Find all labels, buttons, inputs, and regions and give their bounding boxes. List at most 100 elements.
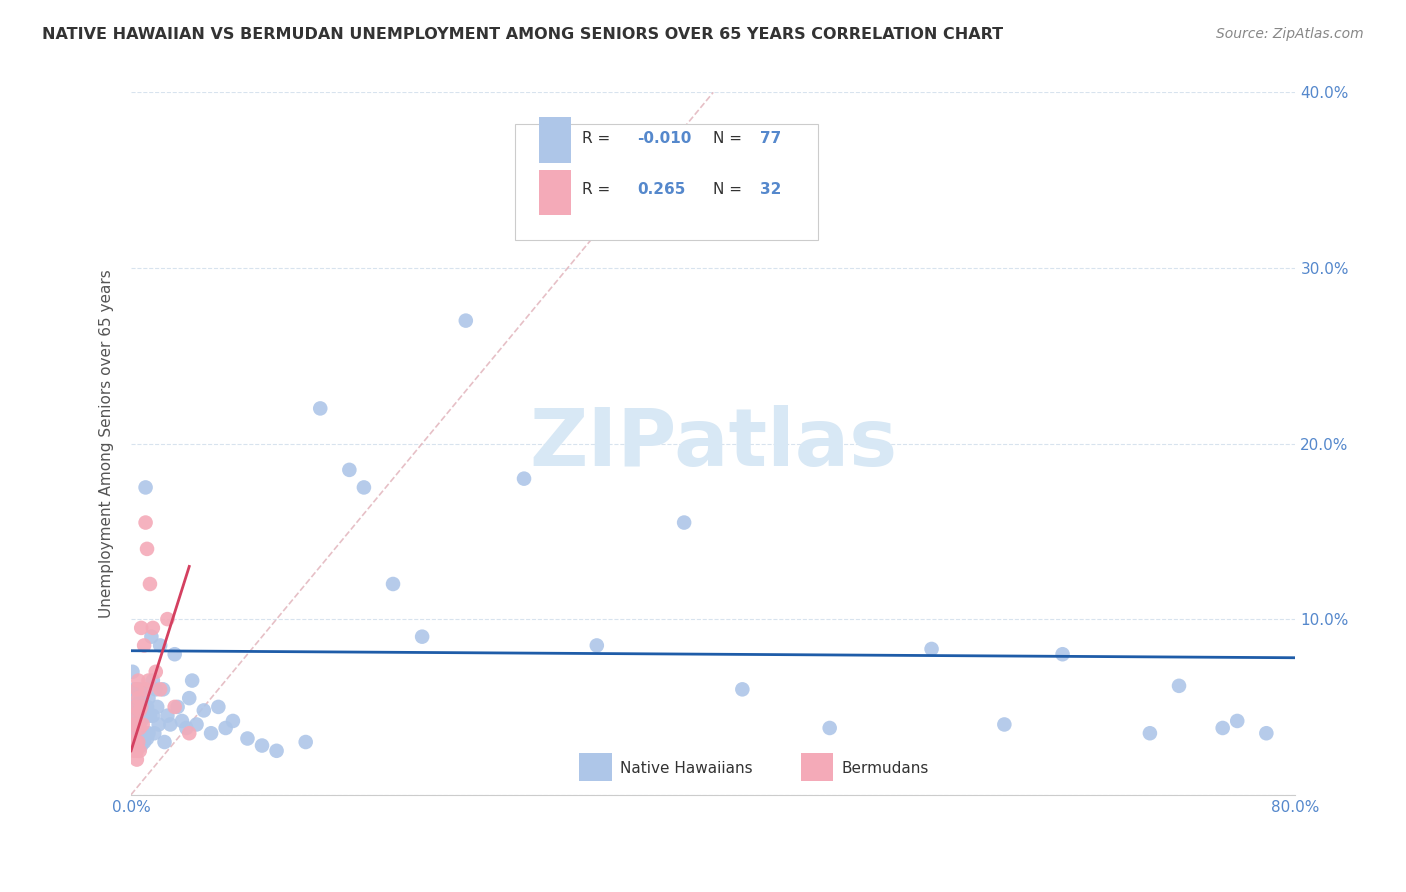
Point	[127, 735, 149, 749]
Point	[135, 516, 157, 530]
Point	[156, 708, 179, 723]
Point	[337, 463, 360, 477]
Point	[129, 739, 152, 753]
Point	[127, 717, 149, 731]
Point	[921, 642, 943, 657]
Text: ZIPatlas: ZIPatlas	[529, 405, 897, 483]
Point	[127, 726, 149, 740]
FancyBboxPatch shape	[538, 169, 571, 215]
Point	[1168, 679, 1191, 693]
Point	[129, 621, 152, 635]
Point	[125, 682, 148, 697]
Point	[146, 699, 169, 714]
Point	[135, 682, 157, 697]
Point	[139, 577, 162, 591]
Point	[152, 682, 174, 697]
Text: 0.265: 0.265	[637, 182, 686, 197]
Point	[125, 735, 148, 749]
Point	[170, 714, 193, 728]
Point	[382, 577, 405, 591]
Point	[153, 735, 176, 749]
Point	[131, 699, 153, 714]
Text: 77: 77	[759, 130, 782, 145]
Point	[818, 721, 841, 735]
Point	[207, 699, 229, 714]
Point	[122, 682, 145, 697]
Point	[454, 313, 477, 327]
Point	[124, 717, 146, 731]
Point	[136, 699, 159, 714]
Text: N =: N =	[713, 130, 747, 145]
Point	[138, 673, 160, 688]
Point	[128, 721, 150, 735]
Point	[309, 401, 332, 416]
Point	[176, 721, 198, 735]
Point	[181, 673, 204, 688]
Point	[993, 717, 1015, 731]
Text: Native Hawaiians: Native Hawaiians	[620, 761, 752, 775]
Point	[125, 682, 148, 697]
Point	[1256, 726, 1278, 740]
Point	[139, 708, 162, 723]
Point	[163, 699, 186, 714]
Point	[148, 717, 170, 731]
Point	[145, 665, 167, 679]
Point	[127, 697, 149, 711]
Point	[1226, 714, 1249, 728]
Point	[136, 731, 159, 746]
Point	[142, 708, 165, 723]
Point	[128, 714, 150, 728]
Point	[125, 708, 148, 723]
Point	[129, 691, 152, 706]
Point	[186, 717, 208, 731]
Point	[214, 721, 236, 735]
Point	[200, 726, 222, 740]
Point	[121, 708, 143, 723]
Point	[124, 735, 146, 749]
Point	[127, 691, 149, 706]
Point	[124, 699, 146, 714]
Point	[585, 639, 607, 653]
Point	[156, 612, 179, 626]
FancyBboxPatch shape	[579, 753, 612, 780]
Point	[136, 541, 159, 556]
Point	[121, 665, 143, 679]
Text: R =: R =	[582, 130, 614, 145]
Point	[353, 480, 375, 494]
Point	[138, 726, 160, 740]
Point	[294, 735, 316, 749]
Point	[127, 673, 149, 688]
Point	[266, 744, 288, 758]
FancyBboxPatch shape	[800, 753, 834, 780]
Text: 32: 32	[759, 182, 782, 197]
Point	[163, 647, 186, 661]
Point	[1139, 726, 1161, 740]
Point	[125, 744, 148, 758]
Point	[122, 744, 145, 758]
Point	[134, 735, 156, 749]
Text: Bermudans: Bermudans	[841, 761, 929, 775]
Point	[138, 691, 160, 706]
Point	[127, 717, 149, 731]
Point	[143, 726, 166, 740]
Point	[166, 699, 188, 714]
Point	[149, 682, 172, 697]
Text: -0.010: -0.010	[637, 130, 692, 145]
Point	[731, 682, 754, 697]
Point	[124, 717, 146, 731]
FancyBboxPatch shape	[538, 117, 571, 162]
Point	[179, 691, 201, 706]
Point	[135, 480, 157, 494]
Point	[131, 726, 153, 740]
Point	[122, 699, 145, 714]
Point	[673, 516, 696, 530]
Text: N =: N =	[713, 182, 747, 197]
Point	[179, 726, 201, 740]
Point	[134, 703, 156, 717]
Point	[193, 703, 215, 717]
Point	[513, 472, 536, 486]
Text: NATIVE HAWAIIAN VS BERMUDAN UNEMPLOYMENT AMONG SENIORS OVER 65 YEARS CORRELATION: NATIVE HAWAIIAN VS BERMUDAN UNEMPLOYMENT…	[42, 27, 1004, 42]
Point	[124, 691, 146, 706]
Point	[128, 682, 150, 697]
Point	[149, 639, 172, 653]
